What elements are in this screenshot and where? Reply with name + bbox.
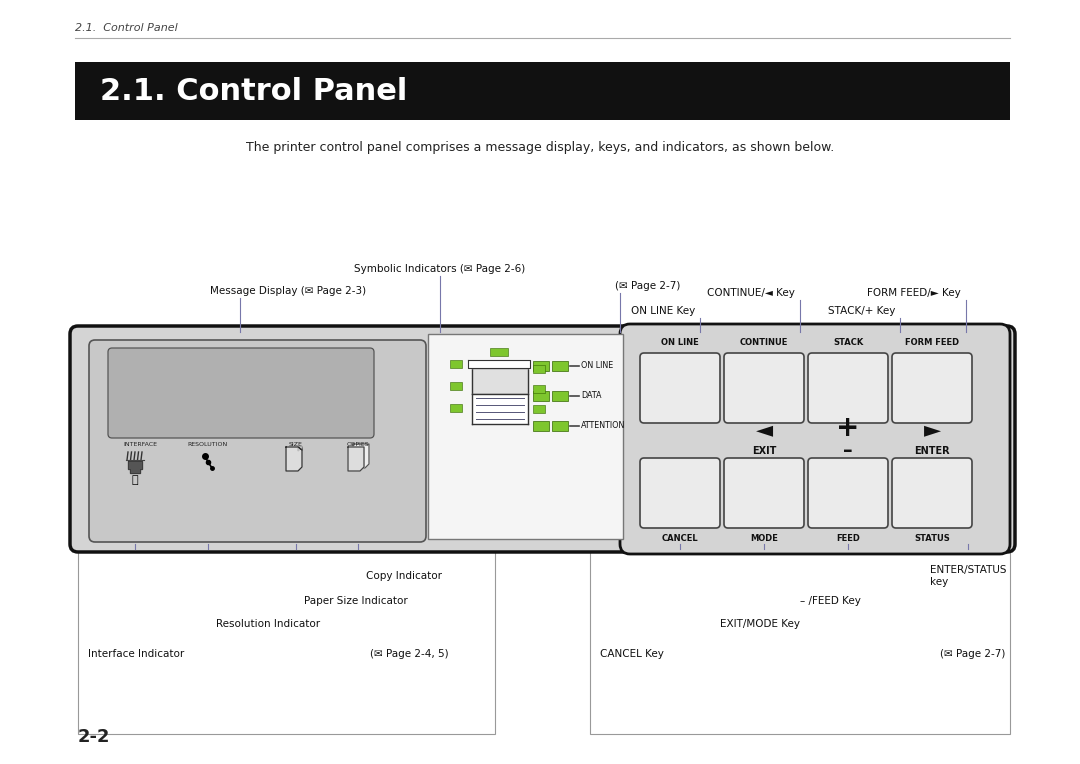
FancyBboxPatch shape — [892, 353, 972, 423]
Text: RESOLUTION: RESOLUTION — [188, 442, 228, 447]
FancyBboxPatch shape — [620, 324, 1010, 554]
Text: DATA: DATA — [581, 391, 602, 400]
Bar — [490, 348, 508, 356]
Text: ►: ► — [923, 420, 941, 441]
Text: Resolution Indicator: Resolution Indicator — [216, 619, 320, 629]
Text: FEED: FEED — [836, 534, 860, 543]
Text: 2.1.  Control Panel: 2.1. Control Panel — [75, 23, 178, 33]
FancyBboxPatch shape — [808, 353, 888, 423]
Text: Copy Indicator: Copy Indicator — [366, 571, 442, 581]
Bar — [450, 404, 462, 412]
Bar — [450, 382, 462, 390]
Bar — [552, 391, 568, 401]
Bar — [534, 405, 545, 413]
Text: ◄: ◄ — [755, 420, 772, 441]
Text: EXIT/MODE Key: EXIT/MODE Key — [720, 619, 800, 629]
Text: ATTENTION: ATTENTION — [581, 422, 625, 430]
Text: INTERFACE: INTERFACE — [123, 442, 157, 447]
Text: Message Display (✉ Page 2-3): Message Display (✉ Page 2-3) — [210, 286, 366, 296]
Bar — [450, 360, 462, 368]
Text: ON LINE: ON LINE — [581, 361, 613, 371]
Text: +: + — [836, 415, 860, 442]
FancyBboxPatch shape — [640, 458, 720, 528]
FancyBboxPatch shape — [89, 340, 426, 542]
Text: CANCEL: CANCEL — [662, 534, 699, 543]
Text: (✉ Page 2-4, 5): (✉ Page 2-4, 5) — [370, 649, 448, 659]
Text: ON LINE Key: ON LINE Key — [631, 306, 696, 316]
FancyBboxPatch shape — [808, 458, 888, 528]
Text: The printer control panel comprises a message display, keys, and indicators, as : The printer control panel comprises a me… — [246, 141, 834, 154]
FancyBboxPatch shape — [108, 348, 374, 438]
Text: ON LINE: ON LINE — [661, 338, 699, 347]
Text: STACK/+ Key: STACK/+ Key — [827, 306, 895, 316]
Bar — [75, 62, 1010, 120]
Text: CANCEL Key: CANCEL Key — [600, 649, 664, 659]
Text: 2-2: 2-2 — [78, 728, 110, 746]
Bar — [534, 421, 549, 431]
Text: 🖨: 🖨 — [132, 475, 138, 485]
Text: ENTER/STATUS
key: ENTER/STATUS key — [930, 565, 1007, 588]
Bar — [534, 391, 549, 401]
Text: Paper Size Indicator: Paper Size Indicator — [303, 596, 408, 606]
Polygon shape — [348, 447, 364, 471]
FancyBboxPatch shape — [724, 458, 804, 528]
Polygon shape — [298, 447, 302, 451]
Bar — [590, 549, 1010, 734]
Bar — [534, 385, 545, 393]
Text: – /FEED Key: – /FEED Key — [800, 596, 861, 606]
Bar — [428, 334, 623, 539]
FancyBboxPatch shape — [724, 353, 804, 423]
Polygon shape — [472, 394, 528, 424]
Text: ENTER: ENTER — [914, 445, 949, 455]
Polygon shape — [129, 461, 141, 473]
Text: COPIES: COPIES — [347, 442, 369, 447]
Text: (✉ Page 2-7): (✉ Page 2-7) — [940, 649, 1005, 659]
Polygon shape — [286, 447, 302, 471]
Text: CONTINUE/◄ Key: CONTINUE/◄ Key — [707, 288, 795, 298]
Polygon shape — [353, 444, 369, 468]
Text: 2.1. Control Panel: 2.1. Control Panel — [100, 76, 407, 105]
FancyBboxPatch shape — [70, 326, 1015, 552]
Bar — [78, 549, 495, 734]
Text: CONTINUE: CONTINUE — [740, 338, 788, 347]
Text: FORM FEED: FORM FEED — [905, 338, 959, 347]
Text: FORM FEED/► Key: FORM FEED/► Key — [867, 288, 961, 298]
Bar — [552, 361, 568, 371]
Bar — [552, 421, 568, 431]
Bar — [534, 365, 545, 373]
Polygon shape — [472, 368, 528, 394]
Text: MODE: MODE — [751, 534, 778, 543]
Text: Interface Indicator: Interface Indicator — [87, 649, 185, 659]
Bar — [534, 361, 549, 371]
Polygon shape — [468, 360, 530, 368]
Text: Symbolic Indicators (✉ Page 2-6): Symbolic Indicators (✉ Page 2-6) — [354, 264, 526, 274]
FancyBboxPatch shape — [640, 353, 720, 423]
Text: –: – — [843, 441, 853, 460]
Text: EXIT: EXIT — [752, 445, 777, 455]
Text: (✉ Page 2-7): (✉ Page 2-7) — [615, 281, 680, 291]
Text: STATUS: STATUS — [914, 534, 950, 543]
Text: SIZE: SIZE — [289, 442, 302, 447]
FancyBboxPatch shape — [892, 458, 972, 528]
Text: STACK: STACK — [833, 338, 863, 347]
